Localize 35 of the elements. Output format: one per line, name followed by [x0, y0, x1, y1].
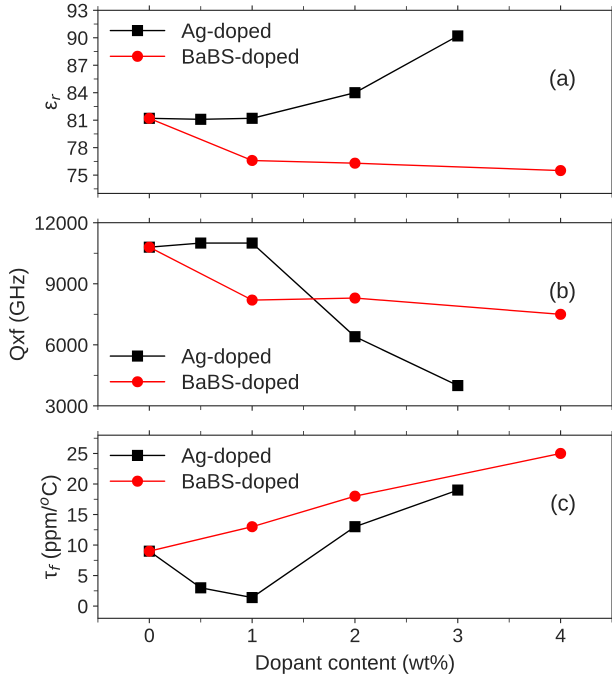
y-axis-title: τ$_{f}$ (ppm/$^{o}$C) — [40, 476, 61, 579]
y-axis-title: Qxf (GHz) — [9, 268, 29, 360]
y-tick-label: 81 — [67, 114, 88, 128]
y-tick-label: 78 — [68, 141, 88, 155]
y-tick-label: 5 — [78, 569, 88, 583]
x-tick-label: 1 — [248, 628, 257, 642]
annotation: (b) — [550, 282, 575, 303]
y-tick-label: 3000 — [46, 399, 88, 414]
legend-label: BaBS-doped — [182, 473, 298, 493]
y-tick-label: 84 — [67, 86, 88, 100]
y-tick-label: 87 — [67, 58, 88, 72]
y-axis-title: ε$_{r}$ — [45, 94, 60, 110]
y-tick-label: 93 — [67, 4, 88, 18]
y-tick-label: 0 — [78, 600, 88, 614]
y-tick-label: 25 — [68, 446, 88, 461]
x-tick-label: 2 — [350, 628, 360, 642]
legend-label: BaBS-doped — [182, 374, 298, 394]
y-tick-label: 6000 — [46, 338, 88, 352]
y-tick-label: 12000 — [36, 216, 88, 230]
legend-label: Ag-doped — [181, 22, 270, 42]
y-tick-label: 20 — [68, 477, 88, 492]
x-tick-label: 3 — [453, 628, 462, 642]
y-tick-label: 15 — [68, 508, 88, 522]
x-tick-label: 0 — [144, 628, 154, 642]
x-axis-title: Dopant content (wt%) — [256, 654, 454, 674]
legend-label: BaBS-doped — [182, 48, 298, 68]
y-tick-label: 90 — [67, 31, 88, 46]
x-tick-label: 4 — [556, 628, 566, 642]
annotation: (c) — [551, 494, 575, 516]
legend-label: Ag-doped — [181, 448, 270, 468]
y-tick-label: 75 — [68, 168, 88, 182]
y-tick-label: 9000 — [46, 277, 88, 292]
y-tick-label: 10 — [68, 538, 88, 552]
legend-label: Ag-doped — [181, 348, 270, 368]
annotation: (a) — [550, 70, 575, 90]
